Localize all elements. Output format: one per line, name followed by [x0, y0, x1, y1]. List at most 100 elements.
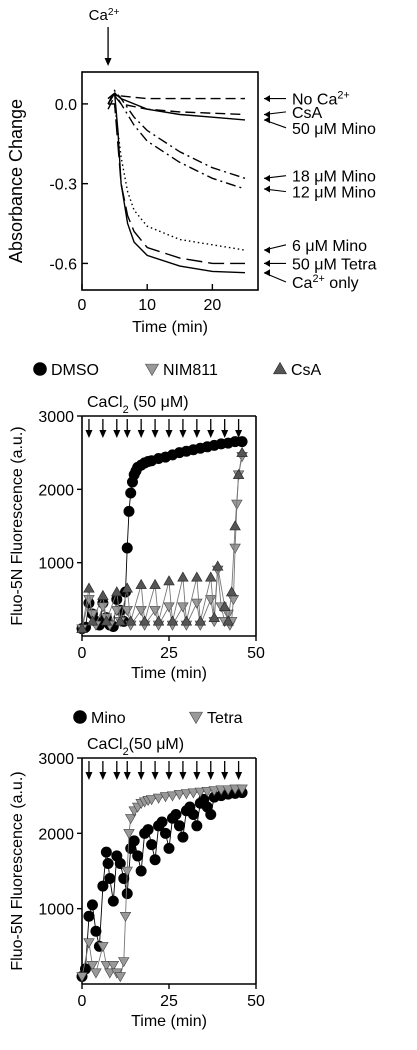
x-axis-label: Time (min) — [131, 665, 207, 682]
series-2-point-5 — [111, 586, 123, 597]
legend-label-1: Tetra — [207, 710, 243, 727]
cacl2-arrow-0-head — [85, 430, 93, 438]
series-2-point-20 — [208, 611, 220, 622]
series-2-point-11 — [149, 578, 161, 589]
series-0-point-37 — [236, 436, 248, 448]
series-2-point-16 — [180, 615, 193, 626]
series-0-point-15 — [123, 505, 135, 517]
series-0-point-38 — [205, 808, 217, 820]
series-line-3 — [107, 89, 246, 179]
y-tick-label-2: 3000 — [38, 409, 74, 426]
series-0-point-9 — [104, 873, 116, 885]
series-2-point-23 — [222, 615, 234, 626]
cacl2-arrow-3-head — [123, 772, 131, 780]
x-tick-label-1: 10 — [138, 297, 156, 314]
y-tick-label-0: 1000 — [38, 902, 74, 919]
series-label-1: CsA — [292, 105, 323, 122]
series-label-5: 6 μM Mino — [292, 238, 367, 255]
legend-label-0: Mino — [91, 710, 126, 727]
series-2-point-24 — [225, 586, 238, 597]
series-1-point-5 — [100, 960, 113, 971]
cacl2-arrow-10-head — [221, 430, 229, 438]
cacl2-arrow-9 — [207, 761, 215, 780]
series-1-point-20 — [145, 795, 158, 806]
series-1-point-0 — [76, 972, 88, 983]
cacl2-arrow-2-head — [113, 430, 121, 438]
series-2-point-3 — [97, 589, 109, 600]
x-tick-label-2: 50 — [247, 645, 265, 662]
series-leader-head-1 — [264, 111, 270, 119]
cacl2-arrow-4-head — [137, 772, 145, 780]
series-0-point-18 — [135, 865, 147, 877]
y-axis-label: Absorbance Change — [6, 99, 26, 263]
cacl2-arrow-11 — [235, 419, 243, 438]
series-0-point-2 — [83, 910, 95, 922]
series-2-point-10 — [138, 615, 151, 626]
x-tick-label-2: 20 — [203, 297, 221, 314]
series-0-point-29 — [173, 820, 185, 832]
series-0-point-20 — [142, 824, 154, 836]
cacl2-arrow-7 — [179, 761, 187, 780]
panel-fluorescence-dmso-nim811-csa: DMSO NIM811 CsA 0 25 50 1000 2000 3000 Time (min)… — [9, 361, 322, 682]
cacl2-arrow-0 — [85, 761, 93, 780]
series-1-point-7 — [107, 960, 120, 971]
series-label-3: 18 μM Mino — [292, 169, 376, 186]
series-1-point-6 — [104, 968, 116, 979]
legend-label-1: NIM811 — [163, 362, 218, 379]
cacl2-arrow-6 — [165, 419, 173, 438]
series-0-point-6 — [97, 880, 109, 892]
cacl2-arrow-9-head — [207, 772, 215, 780]
cacl2-arrow-10 — [221, 761, 229, 780]
series-0-point-33 — [187, 808, 199, 820]
series-2-point-9 — [135, 578, 147, 589]
legend-marker-1 — [188, 711, 204, 725]
x-axis-label: Time (min) — [131, 1013, 207, 1030]
series-leader-head-4 — [264, 185, 270, 193]
panel-absorbance: 0 10 20 0.0 -0.3 -0.6 Time (min) Absorbance Cha… — [6, 7, 377, 337]
series-2-point-19 — [205, 571, 217, 582]
series-1-point-4 — [97, 602, 109, 613]
series-1-point-22 — [159, 792, 172, 803]
series-2-point-21 — [212, 560, 224, 571]
series-label-2: 50 μM Mino — [292, 121, 376, 138]
cacl2-arrow-7-head — [179, 772, 187, 780]
legend-marker-1 — [144, 363, 160, 377]
series-0-point-4 — [90, 925, 102, 937]
series-1-point-29 — [208, 786, 220, 797]
cacl2-arrow-11-head — [235, 430, 243, 438]
series-0-point-12 — [114, 857, 126, 869]
series-1-point-30 — [229, 543, 241, 554]
series-0-point-3 — [86, 899, 98, 911]
cacl2-arrow-6 — [165, 761, 173, 780]
series-1-point-25 — [180, 789, 193, 800]
series-leader-head-7 — [264, 269, 270, 277]
series-2-point-25 — [229, 520, 241, 531]
cacl2-arrow-2 — [113, 761, 121, 780]
cacl2-arrow-8-head — [193, 430, 201, 438]
cacl2-arrow-5-head — [151, 430, 159, 438]
series-2-point-12 — [152, 615, 165, 626]
series-2-point-27 — [236, 446, 248, 457]
series-1-point-30 — [215, 785, 227, 796]
series-0-point-26 — [163, 842, 175, 854]
legend-marker-0 — [33, 362, 47, 376]
series-1-point-27 — [194, 787, 207, 798]
series-leader-head-3 — [264, 174, 270, 182]
cacl2-arrow-6-head — [165, 430, 173, 438]
series-0-point-22 — [149, 854, 161, 866]
cacl2-arrow-7-head — [179, 430, 187, 438]
series-line-7 — [107, 91, 246, 274]
series-label-4: 12 μM Mino — [292, 185, 376, 202]
cacl2-arrow-2 — [113, 419, 121, 438]
series-0-point-14 — [121, 888, 133, 900]
cacl2-arrow-7 — [179, 419, 187, 438]
series-2-point-8 — [125, 615, 137, 626]
series-0-point-17 — [132, 850, 144, 862]
cacl2-arrow-8 — [193, 419, 201, 438]
legend: DMSO NIM811 CsA — [33, 361, 322, 379]
series-2-point-15 — [177, 571, 189, 582]
series-label-6: 50 μM Tetra — [292, 256, 377, 273]
y-tick-label-2: 3000 — [38, 751, 74, 768]
cacl2-arrow-4 — [137, 761, 145, 780]
legend-marker-2 — [272, 361, 288, 375]
